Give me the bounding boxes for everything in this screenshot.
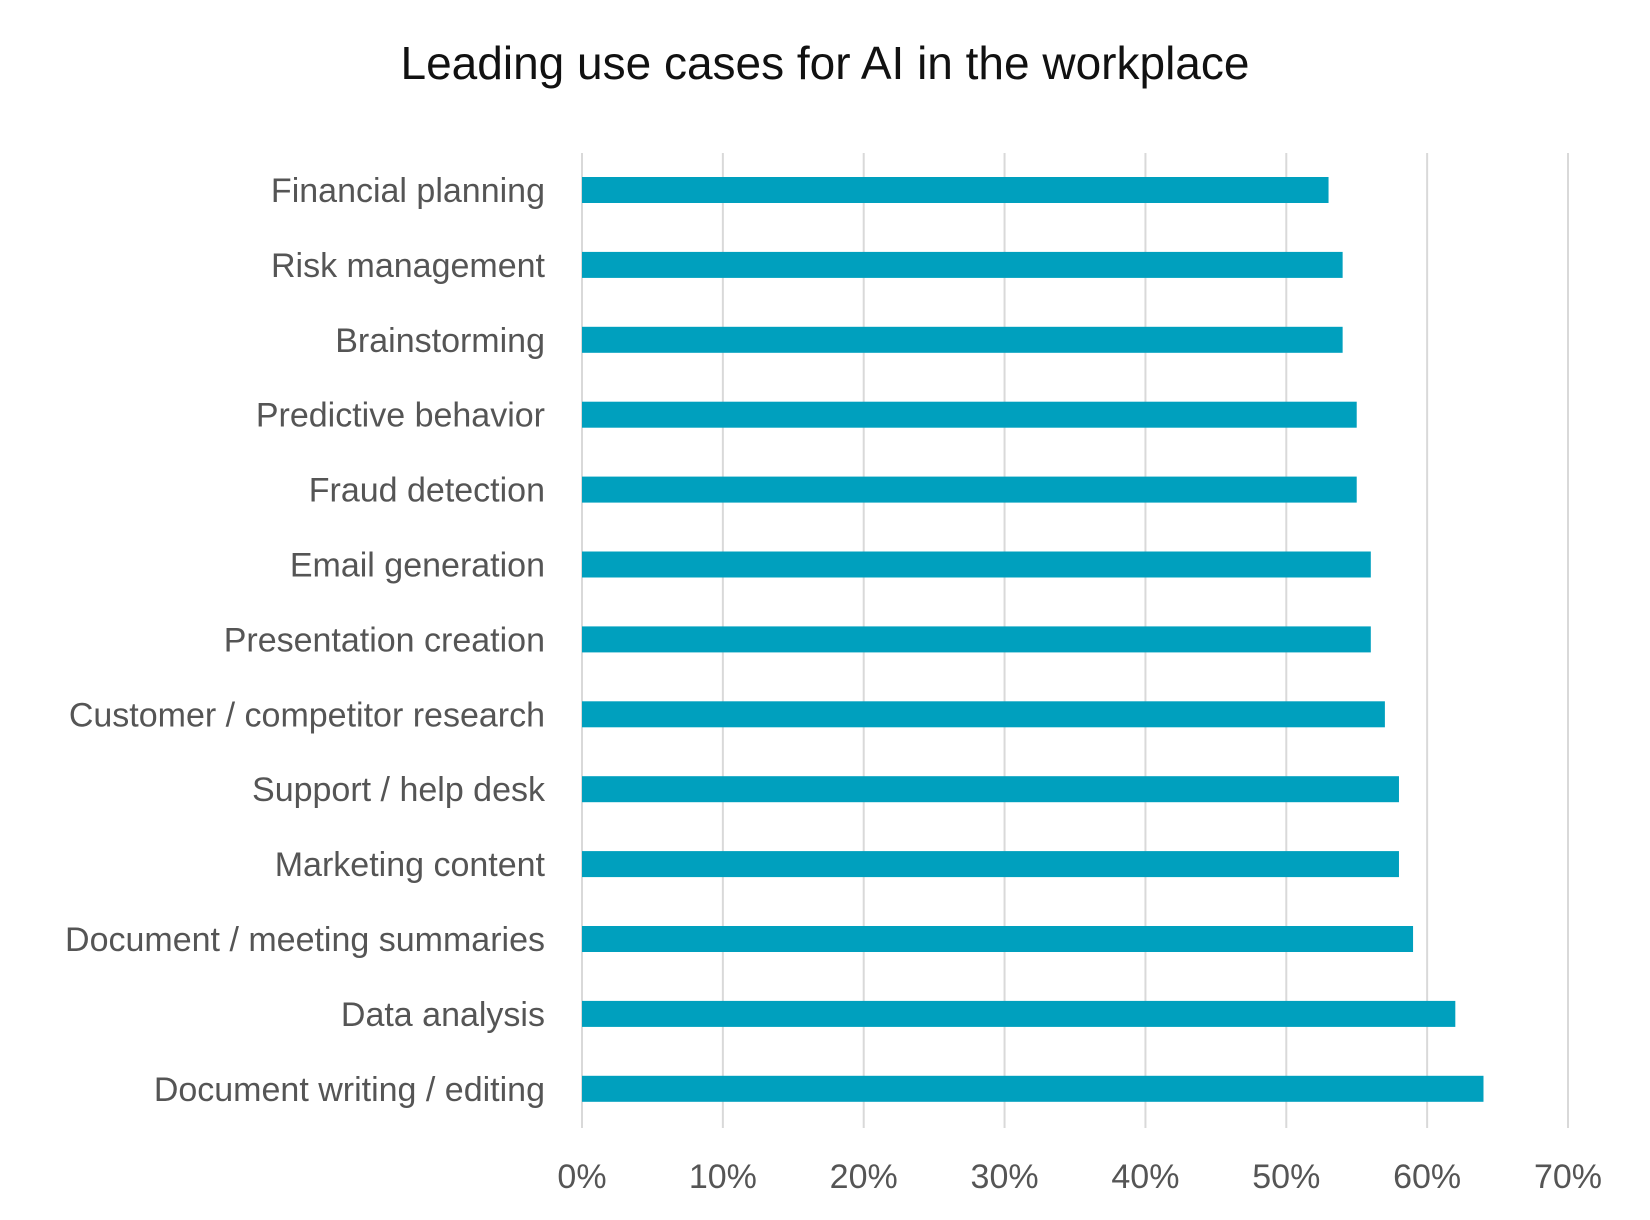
bar <box>582 1000 1456 1027</box>
bar <box>582 177 1329 203</box>
category-label: Document writing / editing <box>154 1071 545 1109</box>
category-label: Customer / competitor research <box>69 696 545 734</box>
category-label: Data analysis <box>341 996 545 1034</box>
bar <box>582 626 1371 653</box>
x-tick-label: 10% <box>689 1158 757 1196</box>
x-axis-tick-labels: 0% 10% 20% 30% 40% 50% 60% 70% <box>557 1158 1602 1196</box>
x-tick-label: 0% <box>557 1158 606 1196</box>
category-label: Support / help desk <box>252 771 546 809</box>
bar <box>582 701 1385 728</box>
category-label: Document / meeting summaries <box>65 921 545 959</box>
bar <box>582 551 1371 578</box>
x-tick-label: 30% <box>971 1158 1039 1196</box>
category-label: Fraud detection <box>309 472 545 510</box>
x-tick-label: 70% <box>1534 1158 1602 1196</box>
bar <box>582 251 1343 278</box>
category-label: Marketing content <box>275 846 546 884</box>
bar <box>582 476 1357 503</box>
x-tick-label: 20% <box>830 1158 898 1196</box>
category-label: Predictive behavior <box>256 397 545 435</box>
category-label: Financial planning <box>271 172 545 210</box>
bar <box>582 776 1399 803</box>
category-label: Email generation <box>290 547 545 585</box>
category-label: Brainstorming <box>335 322 545 360</box>
x-tick-label: 40% <box>1111 1158 1179 1196</box>
bar <box>582 851 1399 878</box>
bar <box>582 326 1343 353</box>
x-tick-label: 60% <box>1393 1158 1461 1196</box>
x-tick-label: 50% <box>1252 1158 1320 1196</box>
chart-title: Leading use cases for AI in the workplac… <box>400 37 1250 89</box>
bars <box>582 177 1484 1102</box>
bar <box>582 926 1414 952</box>
category-label: Risk management <box>271 247 546 285</box>
category-labels: Financial planning Risk management Brainst… <box>65 172 546 1109</box>
bar <box>582 1075 1484 1102</box>
bar <box>582 401 1357 428</box>
category-label: Presentation creation <box>224 621 545 659</box>
